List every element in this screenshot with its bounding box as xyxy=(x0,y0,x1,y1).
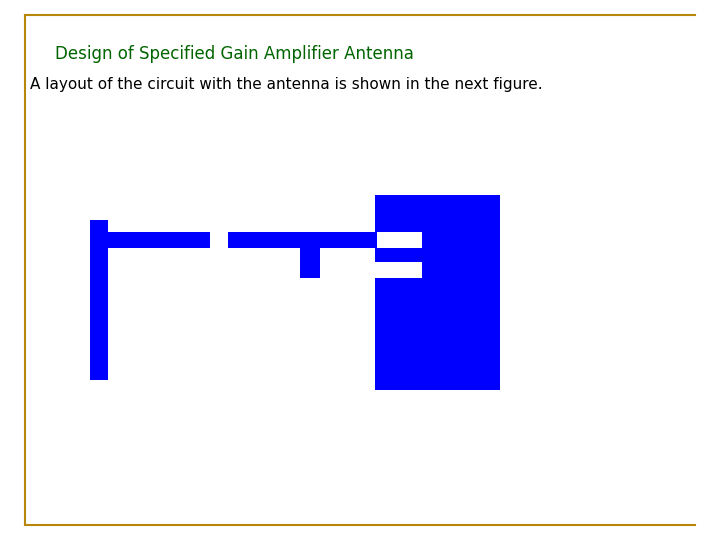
Bar xyxy=(375,262,422,278)
Bar xyxy=(228,232,373,248)
Bar xyxy=(90,220,108,232)
Bar xyxy=(90,232,210,248)
Bar xyxy=(370,232,377,248)
Bar xyxy=(375,195,500,390)
Bar xyxy=(375,232,422,248)
Text: A layout of the circuit with the antenna is shown in the next figure.: A layout of the circuit with the antenna… xyxy=(30,77,543,92)
Bar xyxy=(90,248,108,380)
Text: Design of Specified Gain Amplifier Antenna: Design of Specified Gain Amplifier Anten… xyxy=(55,45,414,63)
Bar xyxy=(300,248,320,278)
